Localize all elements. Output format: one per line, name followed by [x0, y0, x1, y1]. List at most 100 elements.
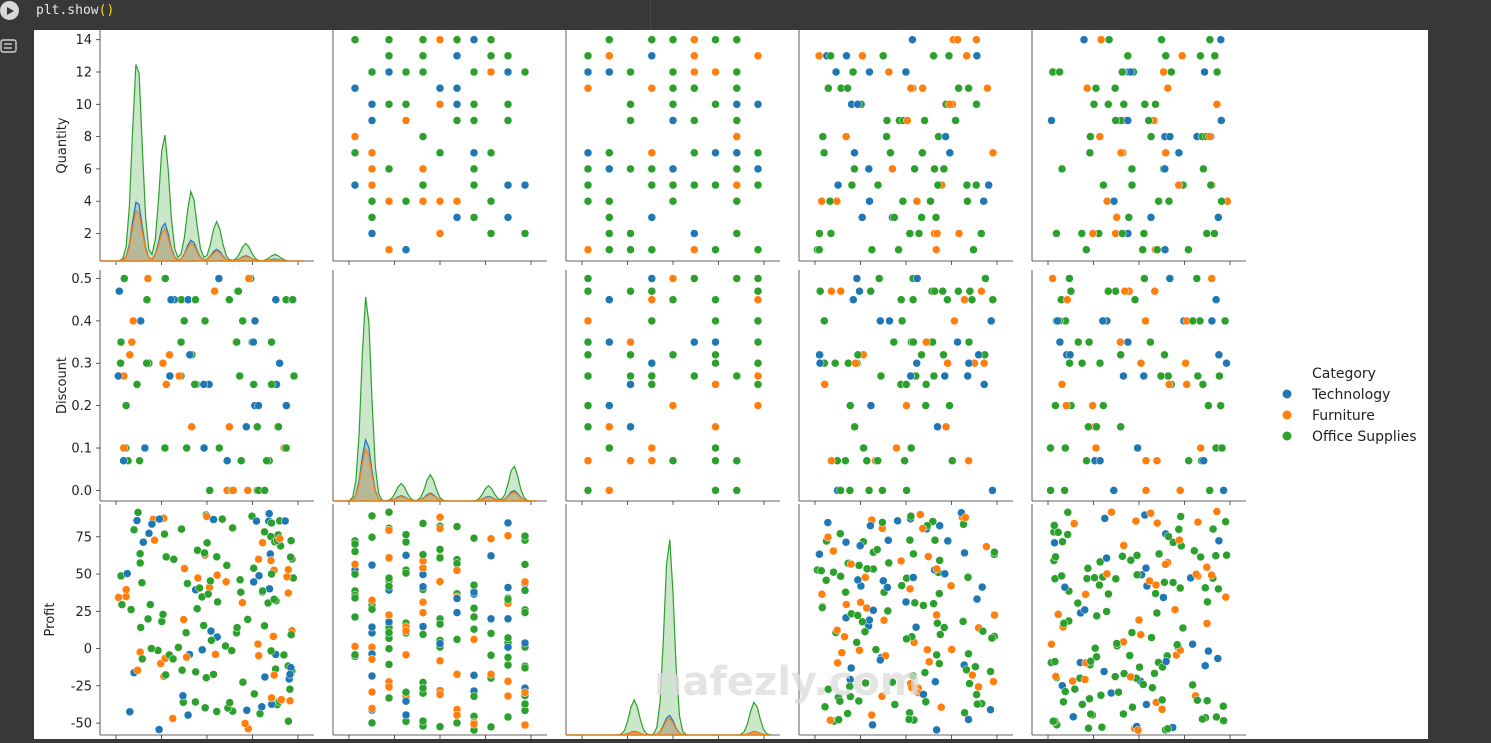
scatter-point-profit — [350, 612, 360, 622]
scatter-point-discount — [815, 358, 825, 368]
scatter-point-profit — [843, 709, 852, 718]
scatter-point-quantity — [930, 164, 939, 174]
scatter-point-discount — [182, 443, 191, 453]
scatter-point-quantity — [520, 180, 530, 190]
scatter-point-discount — [605, 422, 614, 432]
scatter-point-profit — [853, 575, 863, 585]
scatter-point-profit — [834, 715, 843, 724]
y-tick-label-quantity: 12 — [75, 66, 92, 81]
scatter-point-quantity — [1082, 245, 1091, 254]
output-toggle-icon[interactable] — [0, 38, 18, 54]
scatter-point-profit — [1207, 570, 1216, 580]
scatter-point-quantity — [367, 164, 377, 174]
scatter-point-quantity — [932, 229, 942, 238]
scatter-point-profit — [935, 589, 944, 598]
scatter-point-profit — [236, 587, 246, 597]
scatter-point-profit — [960, 708, 969, 717]
scatter-point-profit — [1212, 507, 1222, 516]
scatter-point-discount — [1120, 286, 1130, 296]
scatter-point-quantity — [367, 67, 377, 77]
scatter-point-profit — [367, 560, 377, 570]
scrollbar[interactable] — [1428, 30, 1491, 739]
scatter-point-profit — [503, 595, 513, 604]
scatter-point-profit — [989, 677, 998, 686]
scatter-point-discount — [1055, 337, 1065, 347]
scatter-point-profit — [818, 603, 827, 612]
scatter-point-profit — [146, 600, 155, 609]
scatter-point-quantity — [647, 83, 657, 93]
scatter-point-discount — [841, 456, 850, 465]
scatter-point-profit — [285, 696, 295, 706]
panel-r0-c2 — [565, 30, 780, 265]
scatter-point-profit — [836, 572, 845, 581]
scatter-point-profit — [384, 660, 394, 669]
scatter-point-profit — [837, 648, 847, 657]
scatter-point-profit — [947, 645, 956, 654]
scatter-point-discount — [753, 358, 763, 368]
scatter-point-profit — [161, 552, 171, 562]
scatter-point-discount — [1141, 456, 1151, 465]
scatter-point-discount — [866, 286, 875, 296]
y-tick-label-quantity: 4 — [84, 195, 92, 210]
scatter-point-quantity — [711, 67, 720, 77]
scatter-point-quantity — [1088, 229, 1098, 238]
scatter-point-quantity — [1210, 229, 1219, 238]
scatter-point-quantity — [1099, 180, 1108, 190]
scatter-point-profit — [1201, 583, 1210, 593]
run-cell-button[interactable] — [0, 1, 19, 20]
scatter-point-discount — [852, 274, 862, 283]
scatter-point-profit — [845, 682, 854, 691]
scatter-point-profit — [1213, 654, 1223, 663]
scatter-point-quantity — [401, 100, 411, 109]
scatter-point-discount — [187, 422, 196, 432]
scatter-point-discount — [605, 401, 614, 410]
scatter-point-profit — [1151, 580, 1161, 590]
scatter-point-discount — [753, 274, 763, 283]
scatter-point-discount — [732, 486, 742, 495]
scatter-point-profit — [817, 566, 826, 575]
scatter-point-discount — [1136, 358, 1146, 368]
scatter-point-discount — [1141, 486, 1151, 495]
scatter-point-profit — [418, 608, 428, 617]
scatter-point-quantity — [503, 213, 513, 222]
scatter-point-quantity — [469, 116, 479, 125]
scatter-point-profit — [977, 582, 987, 592]
scatter-point-profit — [897, 581, 906, 590]
scatter-point-profit — [161, 670, 170, 680]
scatter-point-profit — [138, 654, 147, 664]
scatter-point-discount — [732, 456, 742, 465]
scatter-point-quantity — [418, 67, 428, 77]
scatter-point-profit — [888, 677, 897, 687]
scatter-point-quantity — [732, 83, 742, 93]
scatter-point-quantity — [1118, 229, 1127, 238]
scatter-point-profit — [1164, 532, 1173, 541]
y-tick-label-quantity: 8 — [84, 130, 92, 145]
scatter-point-quantity — [1138, 245, 1147, 254]
scatter-point-profit — [486, 670, 496, 679]
scatter-point-profit — [1082, 574, 1092, 583]
scatter-point-discount — [668, 274, 678, 283]
scatter-point-profit — [197, 645, 207, 655]
scatter-point-quantity — [626, 67, 635, 77]
scatter-point-profit — [267, 518, 276, 528]
scatter-point-quantity — [1096, 35, 1106, 44]
scatter-point-discount — [583, 274, 593, 283]
scatter-point-profit — [469, 671, 479, 680]
scatter-point-discount — [235, 371, 244, 381]
code-line[interactable]: plt.show() — [36, 3, 114, 18]
y-tick-label-profit: 0 — [84, 642, 92, 657]
scatter-point-discount — [979, 358, 989, 368]
scatter-point-discount — [874, 274, 884, 283]
scatter-point-profit — [924, 657, 934, 667]
scatter-point-discount — [690, 337, 699, 347]
scatter-point-quantity — [469, 100, 479, 109]
scatter-point-discount — [690, 371, 699, 381]
scatter-point-profit — [931, 677, 940, 686]
scatter-point-profit — [1100, 514, 1110, 523]
scatter-point-profit — [435, 690, 445, 699]
scatter-point-quantity — [668, 196, 678, 206]
scatter-point-discount — [885, 316, 894, 326]
scatter-point-profit — [503, 691, 513, 701]
scatter-point-discount — [711, 295, 720, 304]
scatter-point-profit — [503, 518, 513, 528]
